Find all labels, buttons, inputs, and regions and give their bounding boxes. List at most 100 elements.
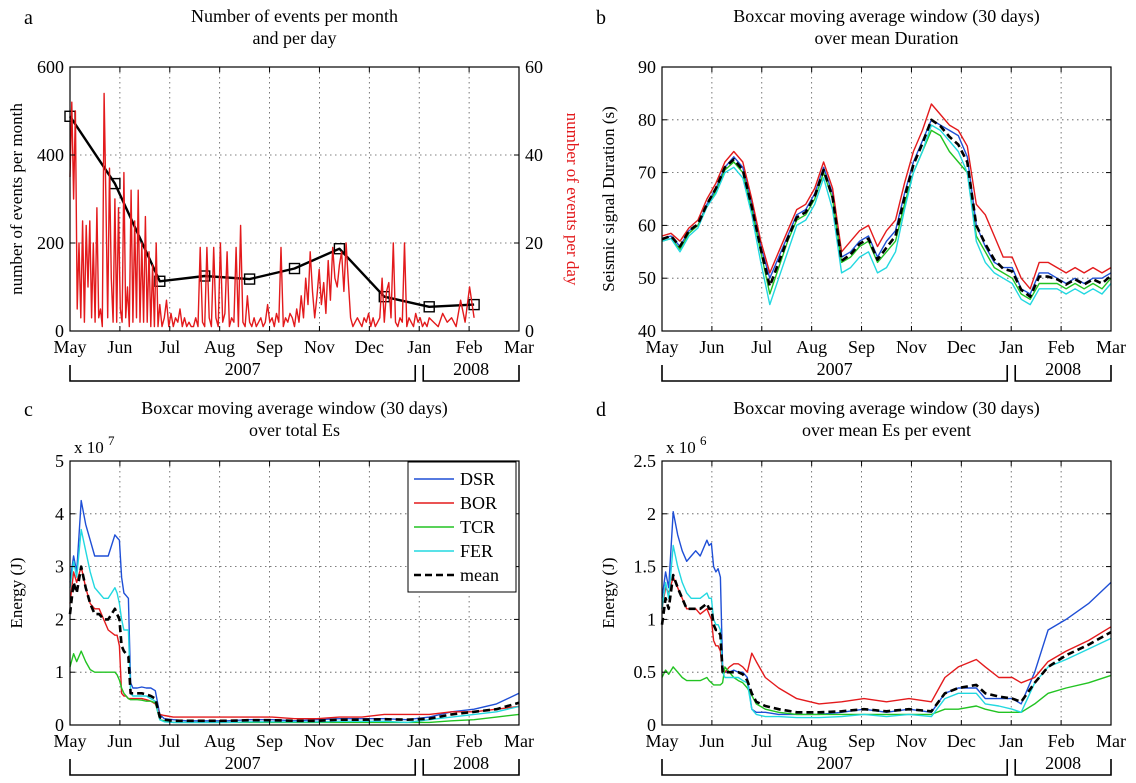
series-line-fer xyxy=(661,124,1112,306)
year-bracket xyxy=(422,365,520,382)
chart-title-line: over total Es xyxy=(249,420,340,440)
y2-tick-label: 20 xyxy=(525,233,543,253)
x-tick-label: Jan xyxy=(999,337,1023,357)
plot-frame xyxy=(69,66,520,332)
chart-title-line: over mean Es per event xyxy=(802,420,971,440)
y-tick-label: 4 xyxy=(55,504,64,524)
y-tick-label: 90 xyxy=(638,57,656,77)
x-tick-label: Jun xyxy=(699,337,724,357)
y2-axis-label: number of events per day xyxy=(563,113,582,286)
x-tick-label: May xyxy=(646,337,679,357)
plot-frame xyxy=(661,460,1112,726)
y-tick-label: 600 xyxy=(37,57,64,77)
year-bracket xyxy=(1014,365,1112,382)
x-tick-label: May xyxy=(646,731,679,751)
year-label: 2008 xyxy=(453,753,489,773)
x-tick-label: Dec xyxy=(947,337,976,357)
x-tick-label: Feb xyxy=(456,337,483,357)
data-point-marker xyxy=(468,298,480,311)
year-label: 2008 xyxy=(1045,753,1081,773)
chart-title-line: Boxcar moving average window (30 days) xyxy=(733,6,1039,27)
x-tick-label: May xyxy=(54,731,87,751)
x-tick-label: Nov xyxy=(896,731,927,751)
series-line-dsr xyxy=(69,499,520,722)
chart-title-line: Boxcar moving average window (30 days) xyxy=(733,398,1039,419)
chart-title-line: and per day xyxy=(253,28,337,48)
x-tick-label: Aug xyxy=(796,731,827,751)
panel-c: c Boxcar moving average window (30 days)o… xyxy=(7,398,534,776)
y2-tick-label: 0 xyxy=(525,321,534,341)
plot-frame xyxy=(69,460,520,726)
x-tick-label: Jul xyxy=(159,337,180,357)
y-tick-label: 60 xyxy=(638,215,656,235)
x-tick-label: Mar xyxy=(1096,731,1126,751)
chart-title-line: Boxcar moving average window (30 days) xyxy=(141,398,447,419)
chart-title-line: Number of events per month xyxy=(191,6,398,26)
year-label: 2008 xyxy=(453,359,489,379)
legend-label: DSR xyxy=(460,469,495,489)
y-axis-label: Seismic signal Duration (s) xyxy=(599,106,618,292)
x-tick-label: Mar xyxy=(504,731,534,751)
y-tick-label: 50 xyxy=(638,268,656,288)
series-line-mean xyxy=(68,565,520,723)
x-tick-label: Jul xyxy=(751,337,772,357)
panel-letter: a xyxy=(24,7,33,29)
x-tick-label: Sep xyxy=(848,731,875,751)
y-tick-label: 1 xyxy=(647,609,656,629)
x-tick-label: Feb xyxy=(1048,731,1075,751)
y-tick-label: 200 xyxy=(37,233,64,253)
series-line-bor xyxy=(661,576,1112,705)
data-point-marker xyxy=(288,262,301,275)
x-tick-label: Dec xyxy=(355,337,384,357)
legend-label: FER xyxy=(460,541,493,561)
x-tick-label: Nov xyxy=(304,337,335,357)
y-tick-label: 5 xyxy=(55,451,64,471)
x-tick-label: Sep xyxy=(256,731,283,751)
y-tick-label: 2 xyxy=(647,504,656,524)
y-tick-label: 40 xyxy=(638,321,656,341)
y-tick-label: 400 xyxy=(37,145,64,165)
x-tick-label: Mar xyxy=(1096,337,1126,357)
x-tick-label: Nov xyxy=(304,731,335,751)
x-tick-label: Dec xyxy=(947,731,976,751)
year-bracket xyxy=(69,365,417,382)
panel-b: b Boxcar moving average window (30 days)o… xyxy=(596,6,1126,382)
y-tick-label: 1.5 xyxy=(634,557,657,577)
panel-d: d Boxcar moving average window (30 days)o… xyxy=(596,398,1126,776)
year-bracket xyxy=(1014,759,1112,776)
series-line-bor xyxy=(69,565,520,720)
y-axis-label: Energy (J) xyxy=(599,558,618,629)
series-line-dsr xyxy=(661,511,1112,716)
y-tick-label: 2 xyxy=(55,609,64,629)
y-tick-label: 70 xyxy=(638,163,656,183)
year-label: 2007 xyxy=(225,359,261,379)
year-label: 2008 xyxy=(1045,359,1081,379)
series-line-fer xyxy=(661,544,1112,719)
series-line-tcr xyxy=(661,129,1112,300)
chart-title-line: over mean Duration xyxy=(815,28,959,48)
x-tick-label: Jun xyxy=(107,337,132,357)
x-tick-label: Dec xyxy=(355,731,384,751)
legend-label: TCR xyxy=(460,517,495,537)
y-axis-label: number of events per month xyxy=(7,103,26,295)
year-label: 2007 xyxy=(817,359,853,379)
series-line-bor xyxy=(661,103,1112,290)
panel-letter: c xyxy=(24,399,33,421)
year-label: 2007 xyxy=(225,753,261,773)
series-line-per-day xyxy=(69,92,475,328)
x-tick-label: Aug xyxy=(204,337,235,357)
year-bracket xyxy=(661,759,1009,776)
x-tick-label: Jan xyxy=(999,731,1023,751)
series-line-tcr xyxy=(661,666,1112,716)
x-tick-label: Aug xyxy=(796,337,827,357)
x-tick-label: Jan xyxy=(407,337,431,357)
series-line-dsr xyxy=(661,119,1112,295)
plot-frame xyxy=(661,66,1112,332)
x-tick-label: Sep xyxy=(848,337,875,357)
year-label: 2007 xyxy=(817,753,853,773)
x-tick-label: Sep xyxy=(256,337,283,357)
data-point-marker xyxy=(333,243,346,255)
y-tick-label: 0.5 xyxy=(634,662,657,682)
panel-letter: b xyxy=(596,7,606,29)
